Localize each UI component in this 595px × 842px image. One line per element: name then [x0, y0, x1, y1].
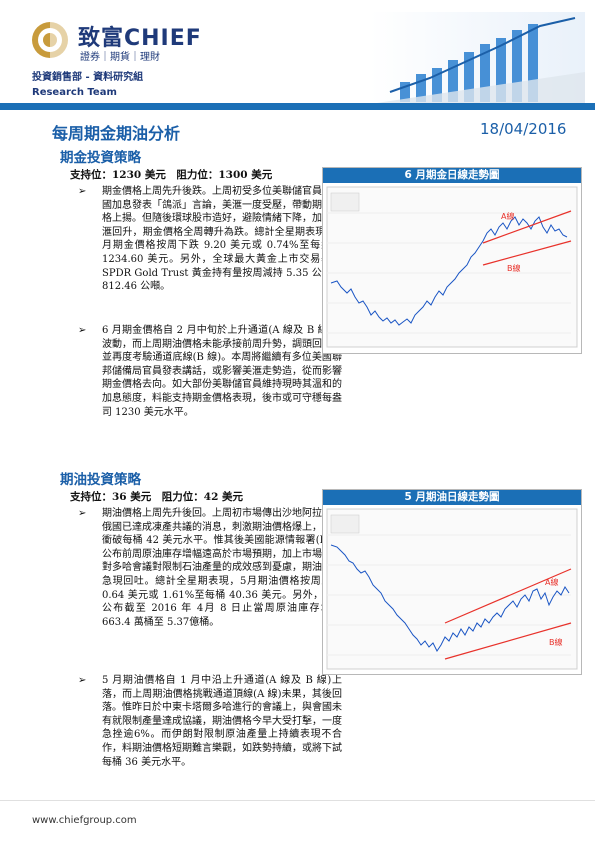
chief-logo-icon	[32, 20, 70, 60]
gold-paragraph-2: 6 月期金價格自 2 月中旬於上升通道(A 線及 B 線)中波動，而上周期油價格…	[102, 325, 342, 418]
logo-name: 致富CHIEF	[78, 26, 202, 51]
gold-section-title: 期金投資策略	[60, 150, 141, 166]
department-en: Research Team	[32, 87, 117, 98]
chart-legend-box	[330, 192, 360, 212]
oil-chart-title: 5 月期油日線走勢圖	[323, 490, 581, 505]
bullet-marker: ➢	[78, 325, 87, 336]
bullet-marker: ➢	[78, 675, 87, 686]
gold-chart: 6 月期金日線走勢圖 A線 B線	[322, 167, 582, 354]
oil-chart: 5 月期油日線走勢圖 A線 B線	[322, 489, 582, 675]
oil-paragraph-2: 5 月期油價格自 1 月中沿上升通道(A 線及 B 線)上落，而上周期油價格挑戰…	[102, 675, 342, 768]
chart-legend-box	[330, 514, 360, 534]
report-date: 18/04/2016	[480, 120, 567, 138]
oil-line-b-label: B線	[549, 637, 563, 647]
oil-line-a-label: A線	[545, 577, 558, 587]
bullet-marker: ➢	[78, 186, 87, 197]
footer-divider	[0, 800, 595, 801]
header-banner	[0, 103, 595, 110]
page-title: 每周期金期油分析	[52, 124, 181, 143]
gold-paragraph-1: 期金價格上周先升後跌。上周初受多位美聯儲官員就美國加息發表「鴿派」言論，美滙一度…	[102, 186, 342, 293]
oil-levels: 支持位：36 美元 阻力位：42 美元	[70, 491, 244, 503]
bullet-marker: ➢	[78, 508, 87, 519]
oil-chart-plot: A線 B線	[326, 508, 578, 670]
logo-tagline: 證券｜期貨｜理財	[80, 52, 160, 63]
gold-line-a-label: A線	[501, 211, 514, 221]
oil-section-title: 期油投資策略	[60, 472, 141, 488]
gold-levels: 支持位：1230 美元 阻力位：1300 美元	[70, 169, 273, 181]
oil-paragraph-1: 期油價格上周先升後回。上周初市場傳出沙地阿拉伯與俄國已達成凍產共議的消息，刺激期…	[102, 508, 342, 628]
footer-url[interactable]: www.chiefgroup.com	[32, 815, 137, 826]
department-cn: 投資銷售部 - 資料研究組	[32, 72, 144, 83]
gold-chart-title: 6 月期金日線走勢圖	[323, 168, 581, 183]
department: 投資銷售部 - 資料研究組 Research Team	[32, 70, 143, 100]
gold-chart-plot: A線 B線	[326, 186, 578, 348]
header-bar-graphic	[370, 12, 585, 104]
gold-line-b-label: B線	[507, 263, 521, 273]
